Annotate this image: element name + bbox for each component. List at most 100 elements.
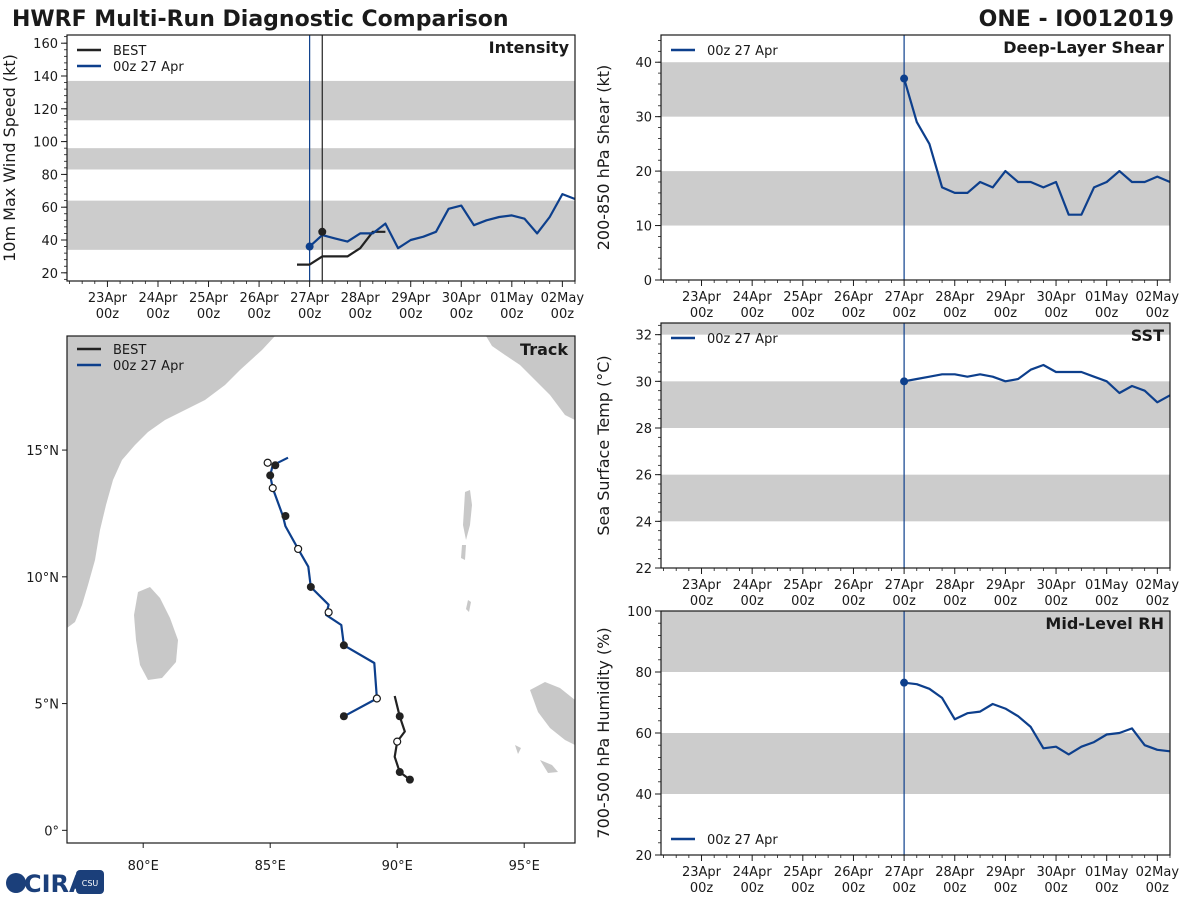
intensity-xtick-day-8: 01May — [490, 291, 534, 306]
rh-xtick-day-8: 01May — [1085, 865, 1129, 880]
shear-frame — [660, 34, 1171, 281]
shear-xtick-hour-4: 00z — [892, 306, 916, 321]
rh-ytick-label-4: 100 — [627, 605, 652, 620]
sst-xtick-hour-9: 00z — [1146, 594, 1170, 609]
rh-xtick-day-0: 23Apr — [682, 865, 722, 880]
intensity-band-1 — [67, 148, 575, 170]
rh-band-1 — [661, 611, 1170, 672]
intensity-ytick-label-0: 20 — [41, 267, 58, 282]
intensity-xtick-day-9: 02May — [541, 291, 585, 306]
sst-xtick-day-6: 29Apr — [986, 578, 1026, 593]
rh-series-run — [903, 681, 1171, 756]
figure-title: HWRF Multi-Run Diagnostic Comparison — [12, 7, 509, 32]
intensity-legend-best: BEST — [113, 44, 146, 59]
logo-globe-icon — [6, 873, 26, 893]
track-lon-label-0: 80°E — [128, 859, 159, 874]
sst-ytick-label-5: 32 — [635, 329, 652, 344]
rh-xtick-hour-8: 00z — [1095, 881, 1119, 896]
intensity-frame — [66, 34, 576, 282]
rh-xtick-hour-2: 00z — [791, 881, 815, 896]
sst-ytick-label-2: 26 — [635, 469, 652, 484]
land-andaman — [461, 490, 472, 612]
shear-ylabel: 200-850 hPa Shear (kt) — [594, 65, 613, 251]
sst-band-0 — [661, 474, 1170, 522]
intensity-xtick-hour-0: 00z — [96, 307, 120, 322]
track-point-filled-run-0 — [339, 712, 348, 721]
track-lat-label-2: 10°N — [26, 571, 59, 586]
sst-ytick-label-3: 28 — [635, 422, 652, 437]
sst-xtick-hour-8: 00z — [1095, 594, 1119, 609]
intensity-xtick-day-6: 29Apr — [391, 291, 431, 306]
land-myanmar — [486, 336, 575, 420]
shear-xtick-day-7: 30Apr — [1037, 290, 1077, 305]
rh-marker-0 — [900, 678, 909, 687]
cira-logo: CIRA CSU — [6, 870, 104, 898]
track-point-filled-best-2 — [405, 775, 414, 784]
track-point-open-run-3 — [268, 484, 277, 493]
intensity-ytick-label-3: 80 — [41, 168, 58, 183]
sst-ylabel: Sea Surface Temp (°C) — [594, 355, 613, 535]
shear-xtick-hour-9: 00z — [1146, 306, 1170, 321]
rh-xtick-day-6: 29Apr — [986, 865, 1026, 880]
track-lat-label-0: 0° — [44, 824, 59, 839]
track-point-filled-best-0 — [395, 712, 404, 721]
rh-ytick-label-3: 80 — [635, 666, 652, 681]
sst-xtick-day-9: 02May — [1136, 578, 1180, 593]
land-india — [67, 336, 275, 628]
land-sri-lanka — [134, 587, 178, 680]
intensity-series-run — [308, 193, 576, 250]
intensity-marker-1 — [305, 242, 314, 251]
shear-ytick-label-1: 10 — [635, 220, 652, 235]
track-lat-label-3: 15°N — [26, 444, 59, 459]
sst-xtick-hour-6: 00z — [994, 594, 1018, 609]
track-lon-label-2: 90°E — [382, 859, 413, 874]
rh-ylabel: 700-500 hPa Humidity (%) — [594, 627, 613, 838]
track-point-open-run-1 — [324, 608, 333, 617]
track-frame — [66, 335, 576, 844]
rh-xtick-hour-3: 00z — [842, 881, 866, 896]
shear-panel: 01020304023Apr00z24Apr00z25Apr00z26Apr00… — [594, 34, 1180, 321]
track-panel: 80°E 85°E 90°E 95°E 0° 5°N 10°N 15°N Track BEST… — [26, 335, 576, 874]
shear-title: Deep-Layer Shear — [1003, 38, 1164, 57]
shear-xtick-day-6: 29Apr — [986, 290, 1026, 305]
sst-xtick-day-4: 27Apr — [885, 578, 925, 593]
intensity-xtick-hour-4: 00z — [298, 307, 322, 322]
shear-xtick-hour-8: 00z — [1095, 306, 1119, 321]
intensity-xtick-hour-2: 00z — [197, 307, 221, 322]
track-lat-label-1: 5°N — [35, 698, 60, 713]
track-legend-best: BEST — [113, 343, 146, 358]
shear-xtick-hour-2: 00z — [791, 306, 815, 321]
sst-band-1 — [661, 381, 1170, 428]
shear-series-run — [903, 78, 1171, 216]
sst-legend-run: 00z 27 Apr — [707, 332, 778, 347]
sst-ytick-label-4: 30 — [635, 375, 652, 390]
track-point-open-run-2 — [294, 544, 303, 554]
track-title: Track — [520, 340, 568, 359]
intensity-xtick-day-4: 27Apr — [290, 291, 330, 306]
track-point-filled-run-4 — [266, 471, 275, 480]
shear-xtick-day-0: 23Apr — [682, 290, 722, 305]
sst-xtick-hour-0: 00z — [690, 594, 714, 609]
intensity-xtick-day-5: 28Apr — [341, 291, 381, 306]
sst-xtick-hour-1: 00z — [740, 594, 764, 609]
rh-band-0 — [661, 733, 1170, 794]
shear-xtick-day-9: 02May — [1136, 290, 1180, 305]
sst-xtick-day-2: 25Apr — [783, 578, 823, 593]
sst-xtick-day-8: 01May — [1085, 578, 1129, 593]
track-line-run — [269, 456, 378, 718]
intensity-xtick-day-1: 24Apr — [138, 291, 178, 306]
rh-xtick-hour-1: 00z — [740, 881, 764, 896]
sst-xtick-hour-3: 00z — [842, 594, 866, 609]
shear-ytick-label-4: 40 — [635, 56, 652, 71]
track-point-filled-run-1 — [339, 641, 348, 650]
track-lon-label-3: 95°E — [509, 859, 540, 874]
track-point-open-run-4 — [263, 458, 272, 467]
sst-marker-0 — [900, 377, 909, 386]
intensity-xtick-day-0: 23Apr — [88, 291, 128, 306]
track-point-filled-run-5 — [271, 461, 280, 470]
rh-ytick-label-2: 60 — [635, 727, 652, 742]
map-land — [67, 336, 575, 773]
storm-id: ONE - IO012019 — [979, 7, 1174, 32]
intensity-xtick-hour-3: 00z — [247, 307, 271, 322]
